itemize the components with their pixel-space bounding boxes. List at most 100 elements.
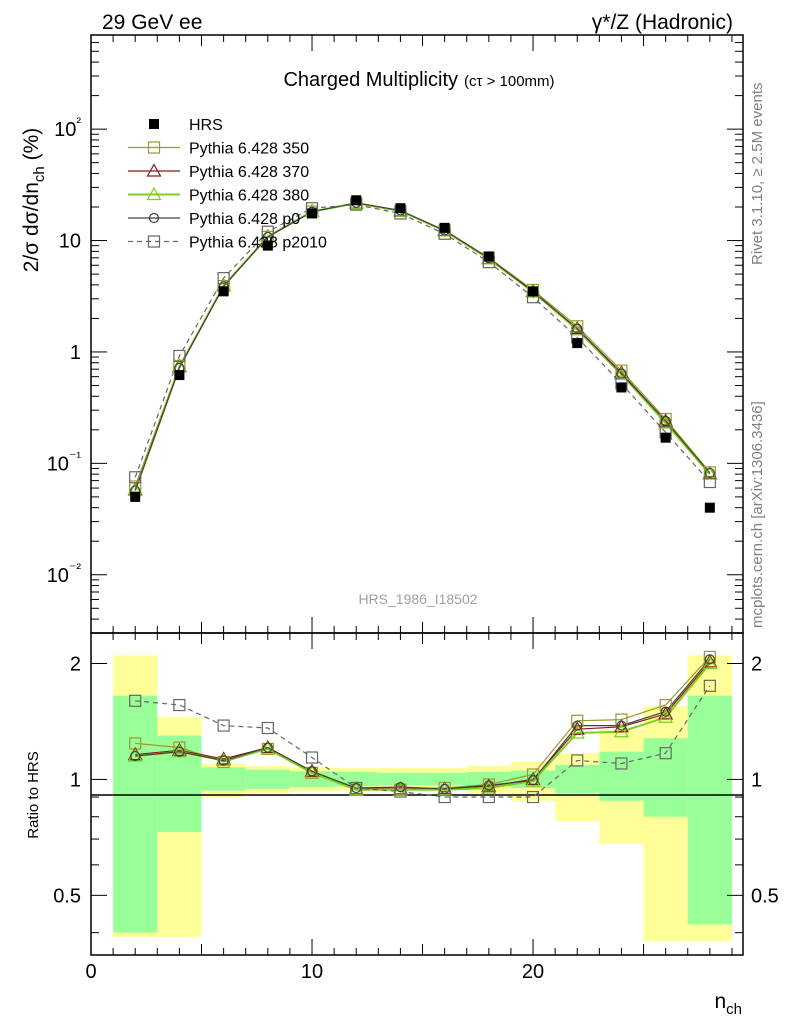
upper-point-pythia-6-428-p0	[660, 415, 671, 427]
upper-point-hrs	[616, 382, 627, 393]
ratio-point-pythia-6-428-p2010	[482, 790, 495, 804]
upper-point-hrs	[130, 491, 141, 502]
upper-point-pythia-6-428-380	[569, 322, 585, 336]
ratio-point-pythia-6-428-p2010	[703, 679, 716, 692]
ratio-point-pythia-6-428-p2010	[129, 694, 142, 707]
ratio-point-pythia-6-428-p0	[174, 746, 185, 757]
legend-marker-pythia-6-428-380	[146, 186, 162, 201]
ratio-point-pythia-6-428-p2010	[571, 754, 584, 767]
upper-point-hrs	[395, 203, 406, 214]
header-right-label: γ*/Z (Hadronic)	[592, 11, 733, 34]
legend-label-pythia-6-428-p0: Pythia 6.428 p0	[189, 211, 300, 228]
x-axis-label: nch	[714, 990, 742, 1018]
upper-y-tick-label: 10²	[54, 114, 81, 141]
ratio-point-pythia-6-428-380	[260, 741, 276, 755]
upper-point-hrs	[351, 195, 362, 206]
upper-point-hrs	[528, 286, 539, 297]
ratio-point-pythia-6-428-380	[392, 782, 408, 796]
upper-y-tick-label: 10⁻²	[47, 560, 82, 587]
chart-watermark: HRS_1986_I18502	[358, 591, 477, 607]
lower-ticks-group	[90, 633, 743, 955]
legend-marker-pythia-6-428-p0	[148, 212, 160, 224]
legend-label-pythia-6-428-370: Pythia 6.428 370	[189, 164, 309, 181]
chart-subtitle: (cτ > 100mm)	[464, 73, 555, 90]
ratio-point-pythia-6-428-380	[569, 725, 585, 739]
ratio-point-pythia-6-428-p0	[395, 782, 406, 793]
ratio-point-pythia-6-428-380	[481, 780, 497, 794]
ratio-band-inner	[555, 765, 600, 794]
upper-y-axis-label: 2/σ dσ/dnch (%)	[20, 128, 48, 273]
upper-y-tick-label: 10	[59, 231, 81, 253]
legend-label-pythia-6-428-p2010: Pythia 6.428 p2010	[189, 235, 327, 252]
upper-point-hrs	[660, 432, 671, 443]
side-text-mcplots: mcplots.cern.ch [arXiv:1306.3436]	[749, 401, 766, 628]
ratio-point-pythia-6-428-p0	[572, 720, 583, 731]
ratio-band-inner	[201, 767, 246, 791]
ratio-point-pythia-6-428-p2010	[526, 790, 540, 804]
ratio-point-pythia-6-428-380	[658, 709, 674, 723]
legend-marker-pythia-6-428-p2010	[147, 235, 161, 248]
ratio-point-pythia-6-428-p2010	[659, 747, 672, 760]
upper-point-pythia-6-428-p2010	[173, 349, 186, 363]
lower-bands-group	[113, 655, 732, 942]
upper-ticks-group	[90, 34, 743, 634]
ratio-point-pythia-6-428-p0	[660, 706, 671, 717]
ratio-band-inner	[643, 738, 688, 817]
upper-tick-labels: 10⁻² 10⁻¹ 1 10 10²	[47, 114, 82, 587]
upper-point-pythia-6-428-p0	[704, 467, 715, 479]
lower-y-tick-label-right: 2	[751, 653, 762, 675]
upper-point-hrs	[218, 286, 229, 297]
ratio-point-pythia-6-428-350	[526, 768, 540, 781]
ratio-band-inner	[687, 695, 732, 925]
ratio-point-pythia-6-428-p0	[262, 742, 273, 753]
legend-marker-pythia-6-428-350	[147, 141, 161, 154]
ratio-point-pythia-6-428-370	[702, 654, 718, 668]
ratio-point-pythia-6-428-p2010	[394, 785, 407, 798]
lower-y-tick-label-left: 1	[70, 769, 81, 791]
ratio-point-pythia-6-428-370	[216, 751, 232, 765]
ratio-band-inner	[245, 769, 290, 789]
upper-point-pythia-6-428-380	[702, 466, 718, 480]
upper-point-pythia-6-428-p2010	[129, 471, 142, 484]
lower-y-axis-label: Ratio to HRS	[25, 751, 42, 839]
ratio-band-inner	[113, 695, 158, 933]
x-tick-label: 0	[85, 961, 96, 983]
upper-point-hrs	[572, 338, 583, 349]
legend-label-pythia-6-428-380: Pythia 6.428 380	[189, 188, 309, 205]
upper-point-hrs	[439, 222, 450, 233]
ratio-point-pythia-6-428-p0	[483, 780, 494, 791]
ratio-band-inner	[334, 772, 379, 787]
ratio-band-inner	[422, 772, 467, 786]
header-left-label: 29 GeV ee	[102, 11, 202, 34]
upper-point-hrs	[307, 208, 318, 219]
legend-marker-pythia-6-428-370	[146, 163, 162, 177]
lower-tick-labels: 0.5 0.51 12 20 10 20	[53, 653, 779, 983]
legend-marker-hrs	[149, 119, 159, 129]
upper-point-hrs	[174, 370, 185, 381]
ratio-point-pythia-6-428-p2010	[305, 751, 319, 764]
lower-y-tick-label-right: 1	[751, 769, 762, 791]
upper-line-pythia-6-428-p0	[134, 202, 711, 491]
ratio-point-pythia-6-428-p0	[704, 654, 715, 665]
ratio-point-pythia-6-428-380	[348, 782, 364, 796]
ratio-point-pythia-6-428-p0	[527, 775, 539, 786]
ratio-point-pythia-6-428-p0	[306, 766, 318, 777]
ratio-point-pythia-6-428-p0	[616, 720, 627, 731]
lower-y-tick-label-right: 0.5	[751, 885, 779, 907]
ratio-point-pythia-6-428-p2010	[173, 698, 186, 712]
upper-point-pythia-6-428-p0	[572, 323, 583, 334]
ratio-point-pythia-6-428-380	[304, 765, 320, 779]
ratio-point-pythia-6-428-p0	[439, 783, 450, 794]
upper-point-pythia-6-428-p2010	[217, 272, 230, 285]
upper-point-pythia-6-428-380	[658, 415, 674, 429]
ratio-point-pythia-6-428-350	[703, 650, 716, 664]
upper-point-hrs	[262, 240, 273, 251]
ratio-point-pythia-6-428-370	[171, 742, 187, 756]
upper-y-tick-label: 1	[70, 342, 81, 364]
upper-line-pythia-6-428-p2010	[134, 204, 711, 483]
ratio-point-pythia-6-428-p2010	[350, 781, 363, 795]
lower-series-group	[127, 650, 718, 804]
ratio-point-pythia-6-428-p0	[130, 750, 141, 762]
upper-point-pythia-6-428-p2010	[703, 475, 716, 489]
ratio-band-inner	[378, 772, 423, 786]
